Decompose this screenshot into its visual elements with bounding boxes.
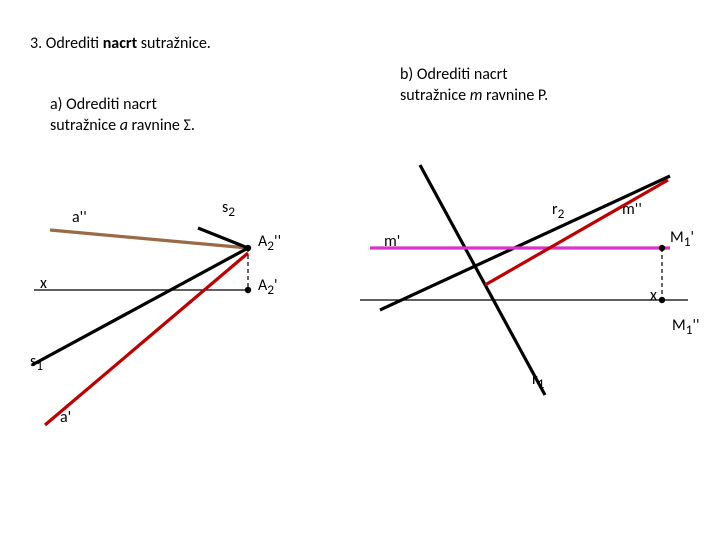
geometry-svg [0, 0, 720, 540]
a-point-A2pp [245, 245, 251, 251]
main-title: 3. Odrediti nacrt sutražnice. [30, 34, 211, 53]
b-m2-line [485, 180, 668, 285]
label-M1pp: M1'' [672, 316, 700, 338]
label-r2: r2 [552, 200, 564, 222]
a-a1-line [45, 253, 248, 425]
label-M1pp-suf: '' [692, 316, 699, 335]
subtitle-b: b) Odrediti nacrt sutražnice m ravnine P… [400, 65, 548, 107]
title-suffix: sutražnice. [137, 34, 211, 53]
label-M1p-main: M [670, 228, 684, 247]
label-ap: a' [60, 408, 71, 427]
label-r2-sub: 2 [558, 205, 565, 222]
label-x-right: x [650, 286, 657, 305]
sub-a-post: ravnine Σ. [128, 116, 195, 135]
label-A2p-main: A [258, 276, 267, 295]
sub-b-it: m [470, 86, 483, 105]
label-s1-sub: 1 [36, 357, 43, 374]
label-s2: s2 [222, 198, 235, 220]
label-r1-sub: 1 [538, 375, 545, 392]
label-x-left: x [40, 274, 47, 293]
a-a2-line [50, 230, 248, 248]
label-mp: m' [384, 232, 400, 251]
label-M1pp-main: M [672, 316, 686, 335]
b-r1-line [380, 176, 670, 310]
label-A2pp-suf: '' [274, 232, 281, 251]
label-mpp: m'' [622, 200, 642, 219]
label-s2-sub: 2 [228, 203, 235, 220]
sub-b-pre: sutražnice [400, 86, 470, 105]
label-r1: r1 [532, 370, 544, 392]
title-bold: nacrt [103, 34, 137, 53]
sub-a-pre: sutražnice [50, 116, 120, 135]
label-A2pp-main: A [258, 232, 267, 251]
label-A2pp: A2'' [258, 232, 281, 254]
subtitle-b-line1: b) Odrediti nacrt [400, 65, 548, 86]
label-M1p-suf: ' [690, 228, 694, 247]
sub-a-it: a [120, 116, 128, 135]
sub-b-post: ravnine P. [482, 86, 548, 105]
subtitle-a-line1: a) Odrediti nacrt [50, 95, 195, 116]
label-M1p: M1' [670, 228, 694, 250]
label-A2p: A2' [258, 276, 278, 298]
b-r2-line [420, 165, 545, 395]
b-point-M1pp [659, 297, 665, 303]
label-a2: a'' [72, 208, 87, 227]
a-s1-line [32, 248, 248, 365]
subtitle-a-line2: sutražnice a ravnine Σ. [50, 116, 195, 137]
a-point-A2p [245, 287, 251, 293]
title-prefix: 3. Odrediti [30, 34, 103, 53]
label-A2p-suf: ' [274, 276, 278, 295]
label-s1: s1 [30, 352, 43, 374]
subtitle-a: a) Odrediti nacrt sutražnice a ravnine Σ… [50, 95, 195, 137]
b-point-M1p [659, 245, 665, 251]
subtitle-b-line2: sutražnice m ravnine P. [400, 86, 548, 107]
